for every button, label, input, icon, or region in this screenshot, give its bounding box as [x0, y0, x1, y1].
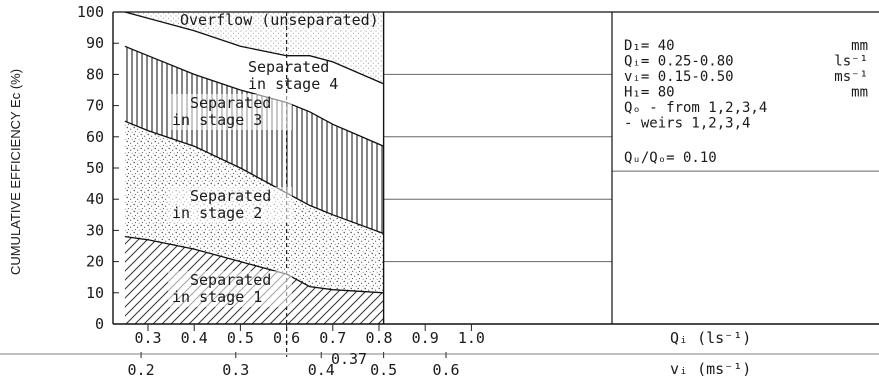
x-top-tick-label: 0.8 — [365, 329, 392, 347]
y-tick-label: 10 — [86, 284, 104, 302]
y-tick-label: 70 — [86, 97, 104, 115]
y-axis-label: CUMULATIVE EFFICIENCY Eᴄ (%) — [8, 69, 23, 275]
x-top-tick-label: 0.3 — [134, 329, 161, 347]
x-top-tick-label: 0.6 — [273, 329, 300, 347]
region-label-overflow: Overflow (unseparated) — [180, 11, 379, 29]
region-label-line1: Separated — [190, 271, 271, 289]
x-top-tick-label: 1.0 — [458, 329, 485, 347]
y-tick-label: 100 — [77, 3, 104, 21]
marker-label: 0.37 — [331, 350, 367, 368]
region-label-bg — [168, 187, 292, 223]
region-label-line2: in stage 2 — [172, 204, 262, 222]
x-bottom-axis-label: vᵢ (ms⁻¹) — [670, 360, 751, 378]
region-label-line2: in stage 1 — [172, 288, 262, 306]
region-label-line1: Separated — [190, 94, 271, 112]
region-label-bg — [168, 94, 292, 130]
y-tick-label: 50 — [86, 159, 104, 177]
parameter-unit: mm — [851, 38, 868, 54]
parameter-unit: mm — [851, 85, 868, 101]
x-bottom-tick-label: 0.2 — [128, 361, 155, 379]
parameter-unit: ls⁻¹ — [834, 54, 868, 70]
region-label-line2: in stage 4 — [248, 75, 338, 93]
boundary-line — [124, 11, 384, 85]
y-tick-label: 20 — [86, 253, 104, 271]
y-tick-label: 30 — [86, 221, 104, 239]
x-top-tick-label: 0.9 — [412, 329, 439, 347]
region-label-bg — [168, 271, 292, 307]
region-fill-3 — [124, 46, 384, 234]
parameter-text: vᵢ= 0.15-0.50 — [624, 69, 734, 85]
x-top-tick-label: 0.4 — [181, 329, 208, 347]
x-bottom-tick-label: 0.6 — [432, 361, 459, 379]
boundary-line — [124, 120, 384, 235]
ratio-note: Qᵤ/Qₒ= 0.10 — [624, 150, 717, 166]
y-tick-label: 40 — [86, 190, 104, 208]
grid-lines — [113, 42, 879, 294]
y-tick-label: 0 — [95, 315, 104, 333]
y-tick-label: 60 — [86, 128, 104, 146]
tick-labels: 0 10 20 30 40 50 60 70 80 90 100 0.3 0.4 0.5 0.6 0.7 0.8… — [0, 3, 879, 379]
y-tick-label: 80 — [86, 65, 104, 83]
x-bottom-tick-label: 0.4 — [308, 361, 335, 379]
x-top-tick-label: 0.5 — [227, 329, 254, 347]
y-tick-label: 90 — [86, 34, 104, 52]
parameter-text: - weirs 1,2,3,4 — [624, 116, 750, 132]
region-fill-5 — [124, 12, 384, 84]
parameter-text: Qᵢ= 0.25-0.80 — [624, 54, 734, 70]
x-top-tick-label: 0.7 — [319, 329, 346, 347]
x-bottom-tick-label: 0.3 — [222, 361, 249, 379]
region-label-line1: Separated — [248, 58, 329, 76]
x-bottom-tick-label: 0.5 — [370, 361, 397, 379]
region-label-line1: Separated — [190, 187, 271, 205]
x-top-axis-label: Qᵢ (ls⁻¹) — [670, 329, 751, 347]
region-label-line2: in stage 3 — [172, 111, 262, 129]
parameter-text: Qₒ - from 1,2,3,4 — [624, 100, 767, 116]
parameter-box: D₁= 40 mm Qᵢ= 0.25-0.80 ls⁻¹ vᵢ= 0.15-0.50 ms… — [624, 38, 868, 132]
parameter-unit: ms⁻¹ — [834, 69, 868, 85]
boundary-line — [124, 235, 384, 294]
parameter-text: H₁= 80 — [624, 85, 675, 101]
parameter-text: D₁= 40 — [624, 38, 675, 54]
